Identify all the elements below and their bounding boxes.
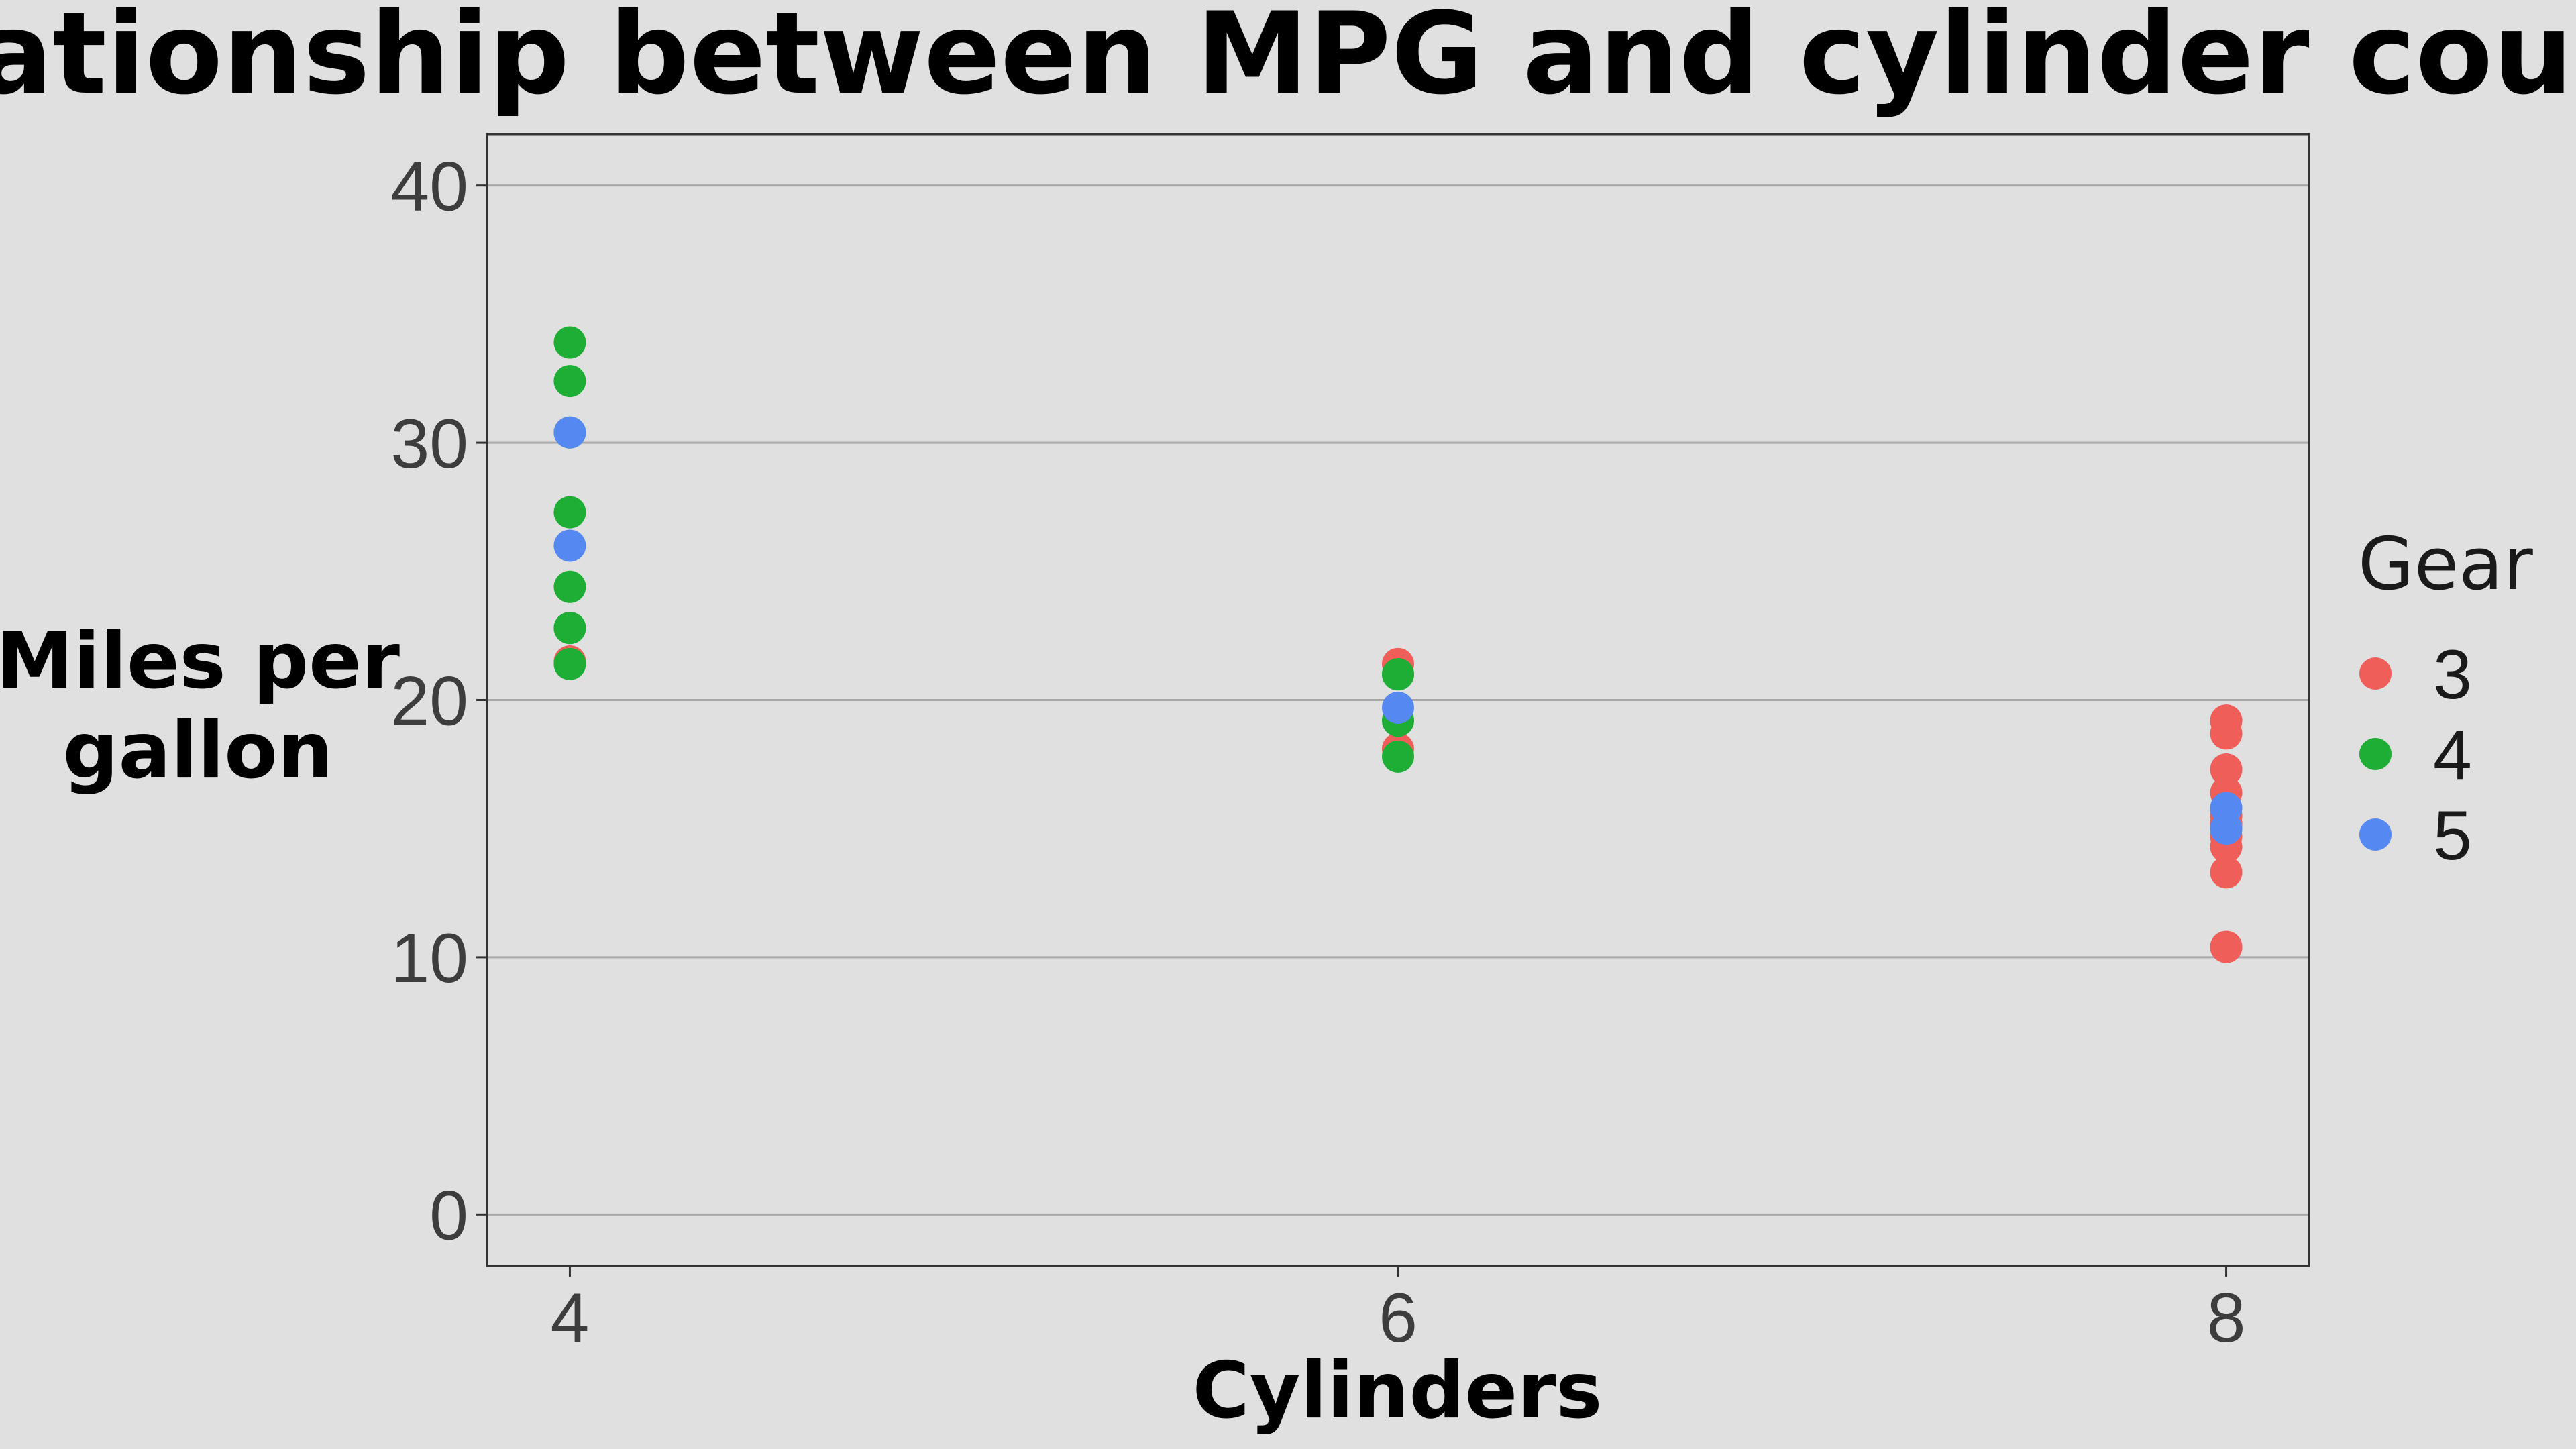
data-point-gear-5 <box>553 529 586 562</box>
data-point-gear-3 <box>2210 930 2243 963</box>
legend-label-5: 5 <box>2433 797 2472 875</box>
legend: Gear 345 <box>2358 523 2533 875</box>
data-point-gear-5 <box>553 416 586 449</box>
x-tick-label: 4 <box>551 1279 590 1357</box>
y-tick-label: 40 <box>390 148 468 226</box>
x-tick-label: 8 <box>2207 1279 2246 1357</box>
chart-title: Relationship between MPG and cylinder co… <box>0 0 2576 119</box>
x-tick-label: 6 <box>1379 1279 1417 1357</box>
data-point-gear-3 <box>2210 856 2243 889</box>
plot-panel <box>486 133 2310 1267</box>
data-point-gear-4 <box>553 326 586 359</box>
legend-title: Gear <box>2358 523 2533 606</box>
data-point-gear-4 <box>1382 658 1414 691</box>
legend-key-5 <box>2359 818 2392 851</box>
data-point-gear-5 <box>1382 692 1414 724</box>
y-tick-label: 0 <box>429 1177 468 1254</box>
data-point-gear-3 <box>2210 704 2243 737</box>
data-point-gear-4 <box>1382 740 1414 773</box>
data-point-gear-4 <box>553 570 586 603</box>
legend-key-3 <box>2359 657 2392 690</box>
legend-key-4 <box>2359 738 2392 770</box>
y-axis-ticks: 0 10 20 30 40 <box>390 148 487 1254</box>
data-point-gear-5 <box>2210 812 2243 845</box>
data-point-gear-4 <box>553 647 586 680</box>
y-tick-label: 10 <box>390 920 468 998</box>
data-point-gear-4 <box>553 612 586 645</box>
data-point-gear-4 <box>553 365 586 398</box>
x-axis-ticks: 4 6 8 <box>551 1266 2246 1357</box>
x-axis-title: Cylinders <box>1193 1346 1603 1436</box>
y-tick-label: 30 <box>390 405 468 483</box>
legend-label-4: 4 <box>2433 716 2472 794</box>
data-point-gear-3 <box>2210 753 2243 786</box>
y-axis-title: Miles per gallon <box>0 616 400 796</box>
data-point-gear-4 <box>553 496 586 529</box>
data-points <box>553 326 2243 963</box>
legend-label-3: 3 <box>2433 636 2472 714</box>
y-tick-label: 20 <box>390 663 468 741</box>
